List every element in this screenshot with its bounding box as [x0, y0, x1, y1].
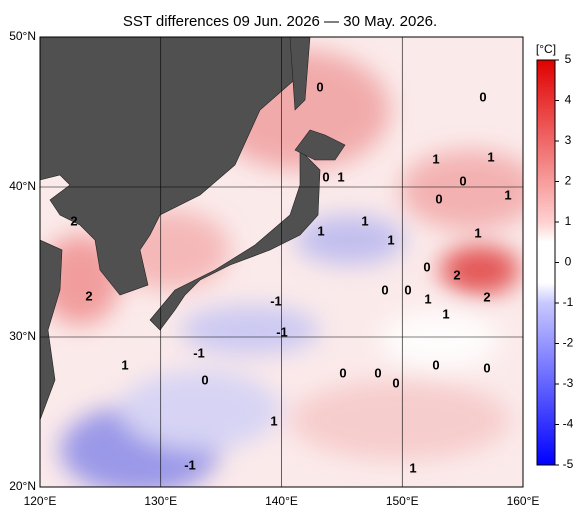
colorbar-tick-label: 1 — [565, 214, 572, 228]
contour-label: 1 — [317, 223, 324, 238]
contour-label: 1 — [474, 225, 481, 240]
contour-label: 1 — [337, 169, 344, 184]
lon-label: 150°E — [386, 494, 419, 508]
contour-label: -1 — [184, 457, 196, 472]
contour-label: 1 — [442, 306, 449, 321]
colorbar-tick-label: 0 — [565, 255, 572, 269]
sst-field — [40, 37, 523, 487]
contour-label: 0 — [381, 282, 388, 297]
lat-label: 40°N — [9, 179, 36, 193]
contour-label: 1 — [361, 213, 368, 228]
contour-label: 1 — [387, 232, 394, 247]
colorbar-tick-label: -5 — [563, 457, 574, 471]
contour-label: 2 — [453, 267, 460, 282]
contour-label: 0 — [322, 169, 329, 184]
contour-label: 0 — [316, 79, 323, 94]
contour-label: -1 — [193, 345, 205, 360]
lon-label: 130°E — [144, 494, 177, 508]
contour-label: 2 — [85, 288, 92, 303]
contour-label: 1 — [487, 149, 494, 164]
colorbar-tick-label: -3 — [563, 376, 574, 390]
contour-label: -1 — [270, 293, 282, 308]
contour-label: 2 — [70, 213, 77, 228]
lat-label: 20°N — [9, 479, 36, 493]
contour-label: 1 — [432, 151, 439, 166]
contour-label: 1 — [270, 413, 277, 428]
contour-label: 0 — [479, 89, 486, 104]
lon-label: 140°E — [265, 494, 298, 508]
contour-label: 0 — [201, 372, 208, 387]
colorbar-tick-label: 5 — [565, 52, 572, 66]
colorbar-unit: [°C] — [536, 42, 556, 56]
colorbar-tick-label: 4 — [565, 93, 572, 107]
contour-label: 1 — [409, 460, 416, 475]
contour-label: 0 — [423, 259, 430, 274]
contour-label: 0 — [374, 365, 381, 380]
lon-label: 120°E — [24, 494, 57, 508]
contour-label: -1 — [276, 324, 288, 339]
colorbar-tick-label: -1 — [563, 295, 574, 309]
colorbar-tick-label: -4 — [563, 417, 574, 431]
colorbar-tick-label: 3 — [565, 133, 572, 147]
colorbar-tick-label: -2 — [563, 336, 574, 350]
contour-label: 0 — [404, 282, 411, 297]
contour-label: 0 — [483, 360, 490, 375]
contour-label: 0 — [339, 365, 346, 380]
contour-label: 0 — [435, 191, 442, 206]
lat-label: 50°N — [9, 29, 36, 43]
contour-label: 1 — [424, 291, 431, 306]
contour-label: 1 — [504, 187, 511, 202]
title: SST differences 09 Jun. 2026 — 30 May. 2… — [123, 13, 437, 30]
lon-label: 160°E — [507, 494, 540, 508]
colorbar — [536, 59, 556, 466]
contour-label: 0 — [432, 357, 439, 372]
contour-label: 0 — [392, 375, 399, 390]
lat-label: 30°N — [9, 329, 36, 343]
contour-label: 0 — [459, 173, 466, 188]
contour-label: 2 — [483, 289, 490, 304]
colorbar-tick-label: 2 — [565, 174, 572, 188]
contour-label: 1 — [121, 357, 128, 372]
